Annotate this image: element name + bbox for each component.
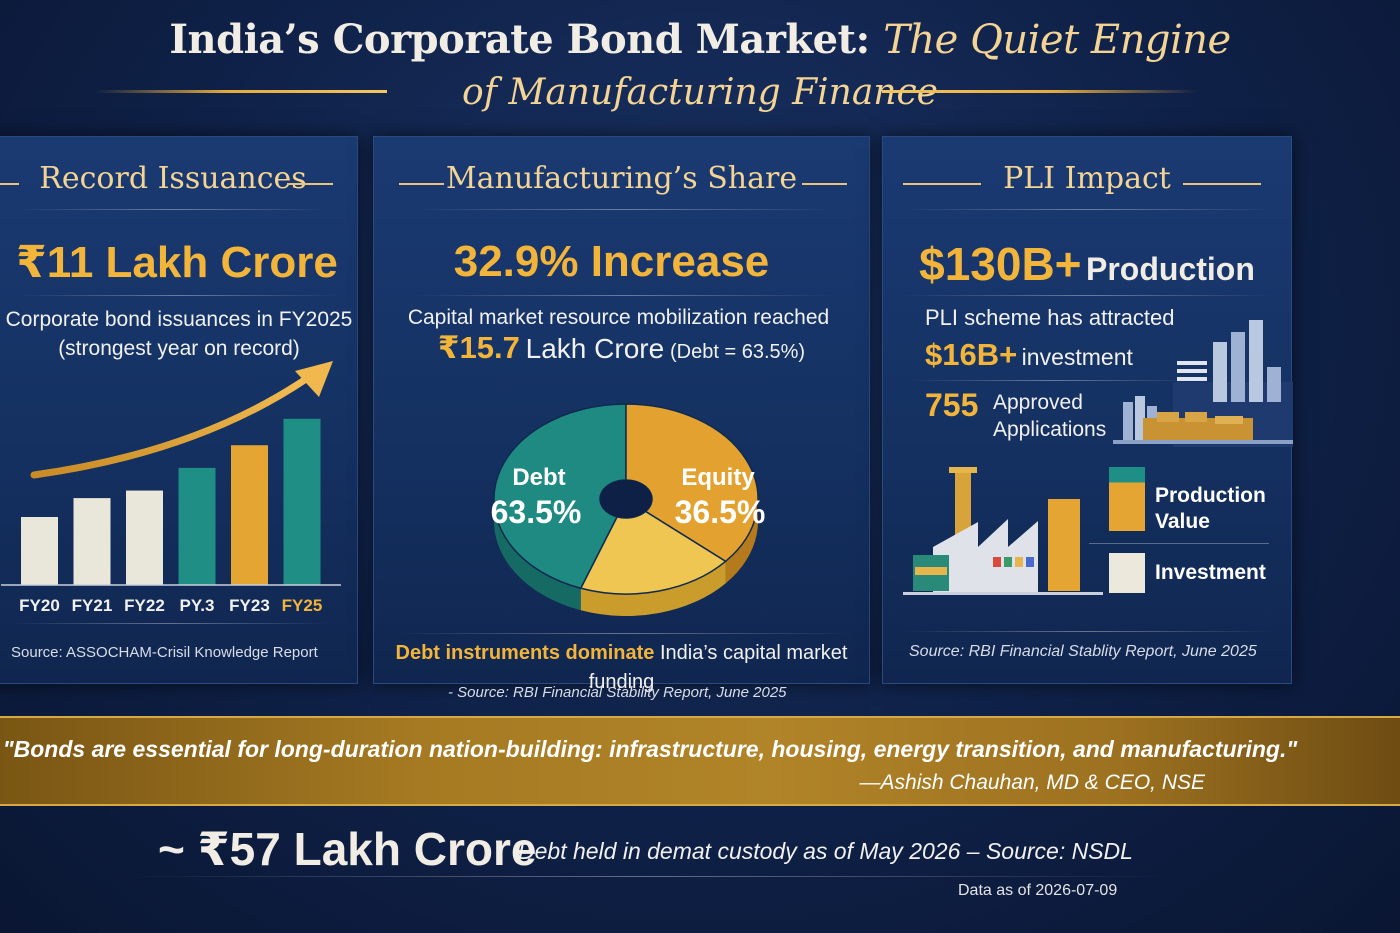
heading-rule	[1183, 183, 1261, 185]
factory-illustration	[903, 467, 1103, 595]
issuance-desc-line1: Corporate bond issuances in FY2025	[5, 308, 353, 331]
panel2-source-note: - Source: RBI Financial Stability Report…	[448, 684, 787, 701]
pie-value-debt: 63.5%	[491, 494, 582, 530]
source-note: Source: RBI Financial Stablity Report, J…	[909, 643, 1257, 660]
pli-desc: PLI scheme has attracted	[925, 305, 1175, 330]
bar-label: FY23	[229, 596, 270, 615]
panel-pli-impact: PLI Impact $130B+ Production PLI scheme …	[882, 136, 1293, 684]
legend-swatch-investment	[1109, 553, 1145, 593]
divider	[414, 295, 834, 296]
heading-rule	[399, 183, 444, 185]
heading-rule	[903, 183, 981, 185]
debt-share-note: (Debt = 63.5%)	[670, 341, 806, 363]
page-title: India’s Corporate Bond Market: The Quiet…	[0, 16, 1400, 63]
bar-fy21	[73, 498, 111, 585]
divider	[903, 295, 1273, 296]
investment-label: investment	[1021, 344, 1133, 370]
bar-label: FY22	[124, 596, 165, 615]
divider	[9, 623, 329, 624]
pli-investment-row: $16B+ investment	[925, 337, 1133, 373]
bar-label: FY20	[19, 596, 60, 615]
divider	[394, 633, 854, 634]
pie-slice-other-side	[580, 561, 726, 616]
legend-divider	[1089, 543, 1269, 544]
applications-label-line2: Applications	[993, 418, 1107, 441]
applications-label-line1: Approved	[993, 391, 1083, 414]
trend-arrow-head	[295, 361, 333, 397]
quote-banner: "Bonds are essential for long-duration n…	[0, 716, 1400, 806]
mobilization-desc: Capital market resource mobilization rea…	[407, 306, 830, 329]
title-rule-right	[882, 90, 1197, 93]
divider	[903, 209, 1273, 210]
panel-heading: Manufacturing’s Share	[445, 161, 798, 196]
mobilization-amount-row: ₹15.7 Lakh Crore (Debt = 63.5%)	[374, 330, 869, 367]
production-label: Production	[1086, 251, 1255, 287]
legend-production-line1: Production	[1155, 484, 1266, 507]
bar-label: FY25	[282, 596, 323, 615]
panel-heading: Record Issuances	[39, 161, 307, 196]
issuance-desc-line2: (strongest year on record)	[58, 337, 300, 360]
pie-footnote: Debt instruments dominate India’s capita…	[374, 639, 869, 697]
demat-debt-desc: Debt held in demat custody as of May 202…	[518, 838, 1133, 864]
applications-count: 755	[925, 387, 979, 423]
debt-equity-pie-chart: Debt 63.5% Equity 36.5%	[491, 403, 766, 616]
trend-arrow-line	[30, 373, 313, 479]
pie-footnote-bold: Debt instruments dominate	[395, 642, 655, 664]
pie-value-equity: 36.5%	[675, 494, 766, 530]
divider	[414, 209, 834, 210]
pie-label-debt: Debt	[512, 464, 565, 491]
page-subtitle: of Manufacturing Finance	[462, 72, 938, 113]
bar-fy23	[231, 445, 268, 585]
footer-divider	[120, 876, 1170, 877]
increase-stat: 32.9% Increase	[453, 237, 770, 286]
demat-debt-stat: ~ ₹57 Lakh Crore	[158, 823, 537, 875]
issuance-bar-chart: FY20 FY21 FY22 PY.3 FY23 FY25	[1, 361, 341, 615]
investment-value: $16B+	[925, 337, 1018, 372]
panel-manufacturing-share: Manufacturing’s Share 32.9% Increase Cap…	[373, 136, 870, 693]
mobilization-amount: ₹15.7	[437, 330, 520, 365]
title-italic: The Quiet Engine	[883, 17, 1231, 63]
divider	[19, 295, 339, 296]
production-value: $130B+	[919, 238, 1082, 290]
applications-label: Approved Applications	[993, 389, 1106, 443]
heading-rule	[287, 183, 333, 185]
quote-text: "Bonds are essential for long-duration n…	[2, 736, 1298, 762]
legend-production-line2: Value	[1155, 510, 1210, 533]
bar-fy25	[283, 418, 321, 585]
bar-py3	[178, 467, 216, 585]
panel-record-issuances: Record Issuances ₹11 Lakh Crore Corporat…	[0, 136, 358, 684]
source-note: Source: ASSOCHAM-Crisil Knowledge Report	[11, 644, 318, 661]
bar-fy20	[21, 517, 58, 585]
title-rule-left	[95, 90, 387, 93]
legend-label-production: Production Value	[1155, 483, 1266, 535]
pie-label-equity: Equity	[681, 464, 755, 491]
heading-rule	[802, 183, 847, 185]
bar-label: PY.3	[180, 596, 215, 615]
production-stat: $130B+ Production	[883, 237, 1291, 291]
divider	[913, 380, 1193, 381]
heading-rule	[0, 183, 19, 185]
legend-swatch-production	[1109, 467, 1145, 531]
divider	[903, 631, 1273, 632]
quote-author: —Ashish Chauhan, MD & CEO, NSE	[859, 771, 1205, 794]
panel-heading: PLI Impact	[1003, 161, 1171, 196]
title-main: India’s Corporate Bond Market:	[169, 16, 870, 63]
pie-hole	[600, 480, 652, 518]
city-skyline-illustration	[1113, 320, 1293, 447]
bar-label: FY21	[72, 596, 113, 615]
mobilization-unit: Lakh Crore	[525, 333, 665, 364]
bar-fy22	[126, 490, 163, 585]
legend-label-investment: Investment	[1155, 561, 1266, 584]
issuance-stat: ₹11 Lakh Crore	[16, 238, 338, 287]
divider	[19, 209, 329, 210]
pie-footnote-rest: India’s capital market funding	[588, 642, 848, 693]
data-as-of: Data as of 2026-07-09	[958, 882, 1118, 899]
